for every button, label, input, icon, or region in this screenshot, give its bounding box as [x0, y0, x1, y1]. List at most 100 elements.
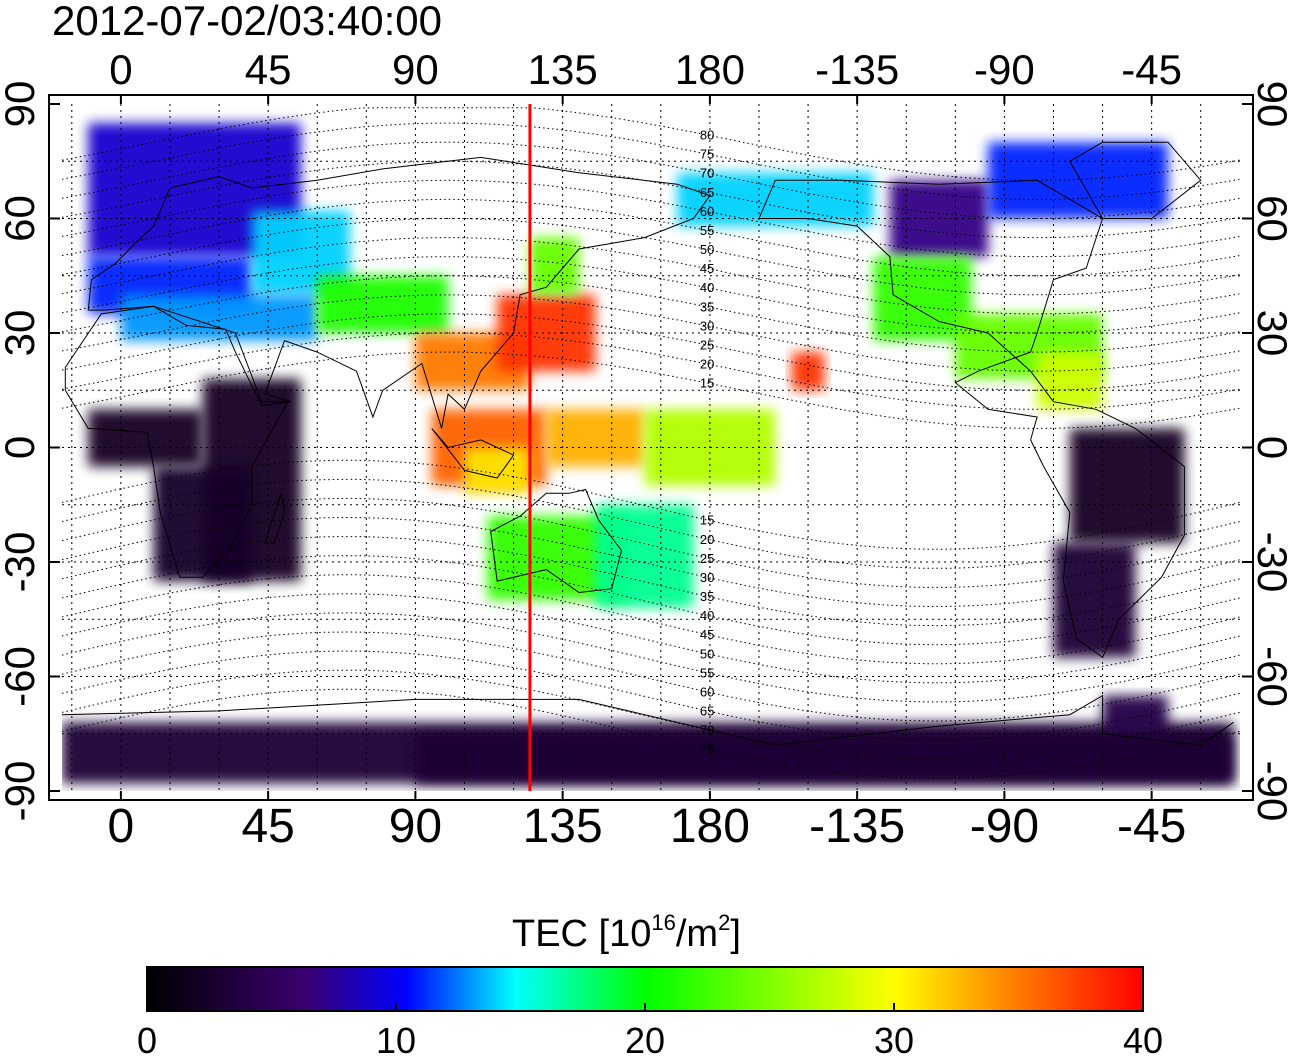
magnetic-latitude-line	[62, 122, 1240, 200]
magnetic-latitude-label: 15	[700, 376, 714, 391]
magnetic-latitude-label: 50	[700, 242, 714, 257]
tec-region	[153, 466, 252, 582]
bottom-longitude-tick-label: -135	[809, 800, 905, 853]
right-latitude-ticks: 90 60 30 0 -30 -60 -90	[1249, 81, 1292, 822]
top-longitude-tick-label: 45	[245, 46, 292, 93]
magnetic-latitude-label: 20	[700, 532, 714, 547]
colorbar-tick-label: 40	[1123, 1020, 1163, 1057]
lat-lon-grid	[62, 104, 1240, 791]
magnetic-latitude-label: 80	[700, 128, 714, 143]
magnetic-latitude-label: 50	[700, 646, 714, 661]
magnetic-latitude-label: 65	[700, 704, 714, 719]
colorbar-tick-label: 10	[376, 1020, 416, 1057]
top-longitude-tick-label: 135	[528, 46, 598, 93]
magnetic-latitude-label: 45	[700, 261, 714, 276]
map-title: 2012-07-02/03:40:00	[52, 0, 442, 44]
magnetic-latitude-line	[62, 237, 1240, 315]
left-latitude-tick-label: 30	[0, 310, 43, 357]
tec-region	[1102, 695, 1169, 734]
top-longitude-tick-label: -135	[815, 46, 899, 93]
magnetic-latitude-line	[62, 141, 1240, 219]
bottom-longitude-tick-label: 0	[108, 800, 135, 853]
magnetic-latitude-label: 20	[700, 357, 714, 372]
magnetic-latitude-label: 60	[700, 204, 714, 219]
frame-ticks	[49, 95, 1253, 800]
left-latitude-ticks: 90 60 30 0 -30 -60 -90	[0, 81, 43, 822]
colorbar-tick-label: 0	[137, 1020, 157, 1057]
tec-region	[497, 294, 596, 372]
right-latitude-tick-label: -60	[1249, 646, 1292, 707]
magnetic-latitude-label: 30	[700, 570, 714, 585]
magnetic-latitude-line	[62, 351, 1240, 429]
colorbar-title-sup1: 16	[651, 910, 675, 935]
colorbar-tick-label: 30	[874, 1020, 914, 1057]
left-latitude-tick-label: 90	[0, 81, 43, 128]
magnetic-latitude-label: 55	[700, 223, 714, 238]
top-longitude-ticks: 0 45 90 135 180 -135 -90 -45	[109, 46, 1182, 93]
tec-region	[546, 409, 645, 467]
bottom-longitude-tick-label: 45	[241, 800, 294, 853]
colorbar-title-sup2: 2	[718, 910, 730, 935]
magnetic-latitude-label: 25	[700, 337, 714, 352]
magnetic-latitude-label: 25	[700, 551, 714, 566]
magnetic-latitude-label: 70	[700, 166, 714, 181]
magnetic-latitude-line	[62, 313, 1240, 391]
magnetic-latitude-line	[62, 275, 1240, 353]
left-latitude-tick-label: -90	[0, 761, 43, 822]
left-latitude-tick-label: -60	[0, 646, 43, 707]
colorbar-tick-label: 20	[625, 1020, 665, 1057]
magnetic-latitude-line	[62, 218, 1240, 296]
magnetic-latitude-label: 65	[700, 185, 714, 200]
magnetic-latitude-line	[62, 332, 1240, 410]
bottom-longitude-tick-label: 180	[670, 800, 750, 853]
magnetic-latitude-line	[62, 294, 1240, 372]
colorbar: TEC [1016/m2] 0 10 20 30 40	[137, 910, 1163, 1057]
magnetic-latitude-label: 30	[700, 318, 714, 333]
magnetic-latitude-label: 60	[700, 684, 714, 699]
bottom-longitude-tick-label: 90	[389, 800, 442, 853]
bottom-longitude-tick-label: 135	[523, 800, 603, 853]
magnetic-latitude-label: 15	[700, 513, 714, 528]
bottom-longitude-tick-label: -45	[1117, 800, 1186, 853]
right-latitude-tick-label: 90	[1249, 81, 1292, 128]
magnetic-latitude-label: 40	[700, 280, 714, 295]
coastline	[264, 493, 286, 544]
top-longitude-tick-label: 0	[109, 46, 132, 93]
magnetic-latitude-line	[62, 256, 1240, 334]
top-longitude-tick-label: -90	[974, 46, 1035, 93]
bottom-longitude-tick-label: -90	[970, 800, 1039, 853]
magnetic-latitude-label: 75	[700, 147, 714, 162]
magnetic-latitude-label: 40	[700, 608, 714, 623]
tec-region	[415, 733, 1234, 784]
tec-region	[464, 447, 530, 494]
left-latitude-tick-label: 60	[0, 195, 43, 242]
map-panel: 80 75 70 65 60 55 50 45 40 35 30 25 20 15 15 20 25 30 35 40…	[48, 94, 1254, 801]
coastline	[64, 305, 289, 578]
colorbar-title-main: TEC [10	[512, 913, 651, 955]
tec-region	[529, 237, 580, 295]
magnetic-latitude-line	[62, 198, 1240, 277]
tec-data-field	[62, 123, 1234, 784]
right-latitude-tick-label: -90	[1249, 761, 1292, 822]
colorbar-ticks: 0 10 20 30 40	[137, 1003, 1163, 1057]
right-latitude-tick-label: 30	[1249, 310, 1292, 357]
magnetic-latitude-label: 35	[700, 299, 714, 314]
magnetic-latitude-label: 55	[700, 665, 714, 680]
magnetic-latitude-line	[62, 179, 1240, 258]
bottom-longitude-ticks: 0 45 90 135 180 -135 -90 -45	[108, 800, 1187, 853]
colorbar-title: TEC [1016/m2]	[512, 910, 741, 955]
right-latitude-tick-label: 60	[1249, 195, 1292, 242]
tec-region	[595, 504, 694, 608]
magnetic-latitude-label: 70	[700, 723, 714, 738]
top-longitude-tick-label: 180	[675, 46, 745, 93]
colorbar-title-mid: /m	[676, 913, 718, 955]
magnetic-latitude-labels: 80 75 70 65 60 55 50 45 40 35 30 25 20 15 15 20 25 30 35 40…	[700, 128, 714, 757]
coastline	[758, 179, 1185, 659]
tec-region	[1037, 352, 1103, 410]
left-latitude-tick-label: -30	[0, 532, 43, 593]
tec-region	[1069, 428, 1185, 543]
tec-region	[88, 409, 203, 467]
magnetic-latitude-label: 35	[700, 589, 714, 604]
coastline	[490, 488, 623, 594]
